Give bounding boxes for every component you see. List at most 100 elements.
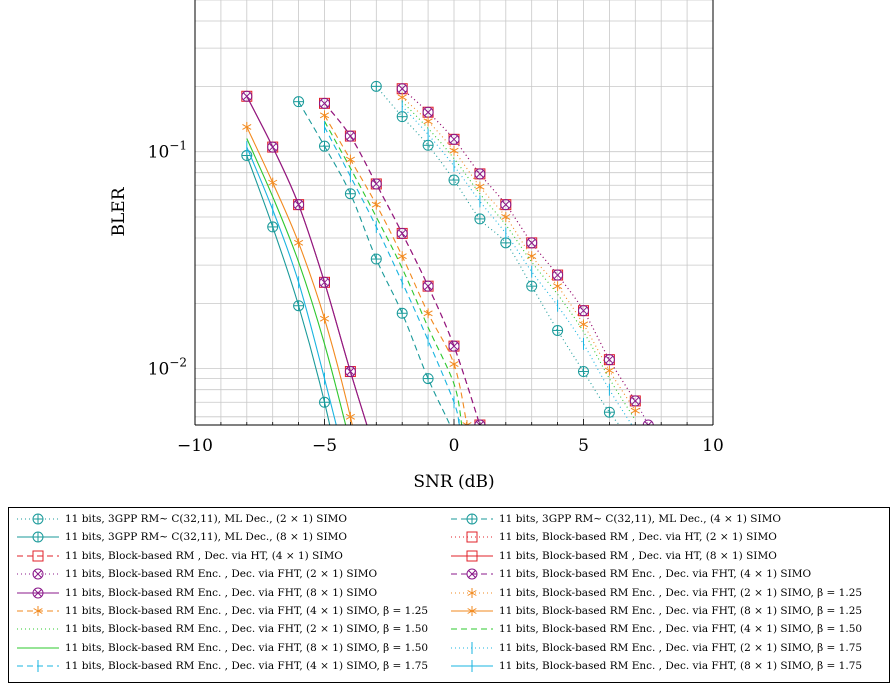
bler-chart: −10 −5 0 5 10 10−1 10−2 SNR (dB) BLER xyxy=(109,0,724,492)
data-point xyxy=(371,450,381,460)
legend-swatch xyxy=(17,587,59,599)
data-point xyxy=(344,188,356,200)
legend-label: 11 bits, Block-based RM , Dec. via HT, (… xyxy=(499,549,777,562)
data-point xyxy=(462,420,472,425)
data-point xyxy=(630,439,640,449)
data-point xyxy=(474,168,486,180)
legend-swatch xyxy=(17,568,59,580)
data-point xyxy=(396,307,408,319)
data-point xyxy=(423,308,433,319)
legend-label: 11 bits, Block-based RM Enc. , Dec. via … xyxy=(499,641,863,654)
legend-label: 11 bits, Block-based RM Enc. , Dec. via … xyxy=(65,568,378,581)
data-point xyxy=(241,90,253,102)
series-line xyxy=(246,138,347,425)
legend-swatch xyxy=(17,660,59,673)
legend-swatch xyxy=(451,568,493,580)
data-point xyxy=(526,237,538,249)
data-point xyxy=(293,199,305,211)
series-14 xyxy=(324,121,463,425)
y-tick-label: 10−2 xyxy=(148,356,187,380)
data-point xyxy=(370,253,382,265)
data-point xyxy=(371,450,381,460)
data-point xyxy=(475,181,485,192)
data-point xyxy=(578,305,589,317)
data-point xyxy=(32,587,44,599)
axes xyxy=(194,0,714,426)
series-10 xyxy=(397,92,640,416)
legend-label: 11 bits, Block-based RM Enc. , Dec. via … xyxy=(65,641,429,654)
series-line xyxy=(401,88,636,402)
data-point xyxy=(294,237,304,248)
data-point xyxy=(578,319,589,330)
series-line xyxy=(324,121,463,425)
legend-swatch xyxy=(17,513,59,525)
data-point xyxy=(466,550,478,562)
data-point xyxy=(344,130,356,142)
legend-label: 11 bits, Block-based RM Enc. , Dec. via … xyxy=(65,586,378,599)
data-point xyxy=(242,121,252,132)
legend-label: 11 bits, Block-based RM Enc. , Dec. via … xyxy=(65,623,429,636)
series-7 xyxy=(396,83,654,425)
series-11 xyxy=(319,110,472,425)
data-point xyxy=(449,145,459,156)
legend-swatch xyxy=(17,606,59,616)
series-layer xyxy=(241,80,654,487)
series-4 xyxy=(396,83,641,407)
series-line xyxy=(246,146,337,425)
series-9 xyxy=(241,90,381,460)
data-point xyxy=(527,251,537,262)
data-point xyxy=(466,513,478,525)
data-point xyxy=(578,366,589,378)
data-point xyxy=(319,97,330,109)
data-point xyxy=(33,606,43,616)
legend-label: 11 bits, Block-based RM , Dec. via HT, (… xyxy=(65,549,343,562)
data-point xyxy=(319,140,330,152)
data-point xyxy=(603,406,615,418)
data-point xyxy=(466,568,478,580)
series-line xyxy=(324,126,460,425)
data-point xyxy=(319,110,330,121)
data-point xyxy=(642,419,654,425)
legend-label: 11 bits, 3GPP RM∼ C(32,11), ML Dec., (8 … xyxy=(65,531,348,544)
data-point xyxy=(345,154,355,165)
data-point xyxy=(603,354,615,366)
series-line xyxy=(401,101,636,421)
data-point xyxy=(449,359,459,370)
data-point xyxy=(345,411,355,422)
series-12 xyxy=(242,121,368,487)
data-point xyxy=(526,280,538,292)
legend-swatch xyxy=(451,628,493,630)
legend-label: 11 bits, 3GPP RM∼ C(32,11), ML Dec., (2 … xyxy=(65,513,348,525)
data-point xyxy=(268,177,278,188)
series-line xyxy=(401,96,636,412)
data-point xyxy=(32,550,44,562)
data-point xyxy=(371,199,381,210)
x-tick-label: −5 xyxy=(312,436,337,456)
legend-label: 11 bits, Block-based RM Enc. , Dec. via … xyxy=(65,660,429,673)
series-16 xyxy=(401,100,636,425)
data-point xyxy=(344,366,356,378)
data-point xyxy=(552,269,564,281)
y-axis-label: BLER xyxy=(109,186,129,236)
legend-swatch xyxy=(17,647,59,649)
data-point xyxy=(423,116,433,127)
data-point xyxy=(319,313,330,324)
data-point xyxy=(293,96,305,108)
data-point xyxy=(32,568,44,580)
legend-swatch xyxy=(451,531,493,543)
data-point xyxy=(604,365,614,376)
data-point xyxy=(552,324,564,336)
data-point xyxy=(422,280,434,292)
data-point xyxy=(501,211,511,222)
data-point xyxy=(553,281,563,292)
data-point xyxy=(397,251,407,262)
legend-label: 11 bits, Block-based RM Enc. , Dec. via … xyxy=(499,586,863,599)
series-line xyxy=(401,105,633,425)
series-line xyxy=(246,96,368,425)
legend-label: 11 bits, 3GPP RM∼ C(32,11), ML Dec., (4 … xyxy=(499,513,782,525)
data-point xyxy=(370,80,382,92)
x-tick-label: 0 xyxy=(449,436,460,456)
data-point xyxy=(359,477,368,487)
legend-swatch xyxy=(451,513,493,525)
data-point xyxy=(267,221,279,233)
